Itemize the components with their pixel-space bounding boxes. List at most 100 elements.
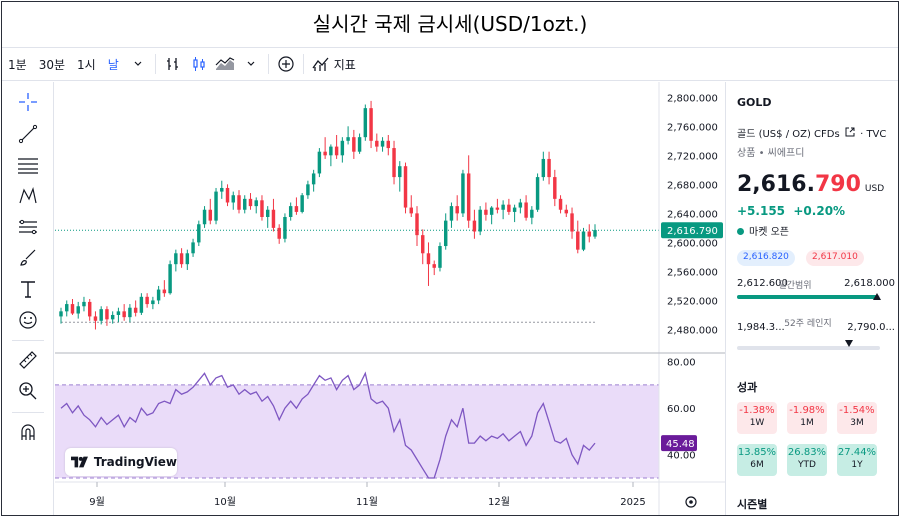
magnet-icon[interactable] bbox=[16, 420, 40, 444]
candle bbox=[156, 285, 161, 305]
candle bbox=[535, 173, 540, 212]
candle bbox=[403, 162, 408, 214]
time-tick-label: 10월 bbox=[214, 496, 236, 508]
pattern-icon[interactable] bbox=[16, 184, 40, 208]
candle bbox=[478, 206, 482, 236]
candle bbox=[455, 195, 459, 221]
chart-toolbar: 1분 30분 1시 날 지표 bbox=[2, 47, 898, 81]
candle bbox=[277, 224, 281, 244]
interval-30m[interactable]: 30분 bbox=[38, 57, 65, 72]
external-link-icon[interactable] bbox=[845, 127, 855, 137]
chevron-down-icon[interactable] bbox=[125, 48, 151, 80]
day-range-fill bbox=[737, 295, 878, 299]
candle bbox=[386, 134, 391, 156]
drawing-toolbar bbox=[2, 82, 54, 515]
indicators-icon[interactable] bbox=[308, 48, 334, 80]
change-pct: +0.20% bbox=[793, 204, 846, 218]
price-tick-label: 2,760.000 bbox=[667, 122, 718, 133]
candle bbox=[70, 299, 75, 315]
candle bbox=[323, 137, 327, 159]
candle bbox=[220, 180, 224, 199]
rsi-value-tag bbox=[661, 435, 697, 452]
price-integer: 2,616. bbox=[737, 172, 815, 197]
forecast-icon[interactable] bbox=[16, 215, 40, 239]
zoom-icon[interactable] bbox=[16, 379, 40, 403]
tradingview-logo[interactable]: TradingView bbox=[65, 448, 177, 476]
candle bbox=[311, 169, 316, 192]
candle bbox=[466, 155, 471, 228]
price-tick-label: 2,800.000 bbox=[667, 93, 718, 104]
candle bbox=[202, 206, 207, 228]
rsi-line bbox=[60, 371, 596, 479]
candle bbox=[421, 229, 425, 265]
area-chart-icon[interactable] bbox=[212, 48, 238, 80]
candle bbox=[380, 137, 385, 152]
indicators-button[interactable]: 지표 bbox=[333, 57, 356, 72]
candle bbox=[260, 195, 264, 221]
price-chart[interactable]: 2,800.000 2,760.000 2,720.000 2,680.000 2,64… bbox=[55, 82, 725, 515]
performance-cell-1y: 27.44% 1Y bbox=[837, 444, 877, 476]
candle bbox=[426, 242, 431, 286]
toolbar-divider bbox=[302, 54, 304, 74]
crosshair-icon[interactable] bbox=[16, 90, 40, 114]
interval-1d[interactable]: 날 bbox=[107, 57, 119, 72]
chart-area[interactable]: 2,800.000 2,760.000 2,720.000 2,680.000 2,64… bbox=[55, 82, 725, 515]
market-status: 마켓 오픈 bbox=[737, 223, 789, 238]
brush-icon[interactable] bbox=[16, 246, 40, 270]
compare-plus-icon[interactable] bbox=[273, 48, 299, 80]
candle bbox=[587, 224, 591, 243]
interval-1m[interactable]: 1분 bbox=[8, 57, 27, 72]
candle bbox=[541, 151, 546, 181]
candle bbox=[581, 227, 586, 252]
trend-line-icon[interactable] bbox=[16, 122, 40, 146]
week52-range-title: 52주 레인지 bbox=[784, 319, 832, 329]
candle bbox=[409, 195, 413, 217]
week52-range-labels: 1,984.3... 52주 레인지 2,790.0... bbox=[737, 318, 895, 348]
candle bbox=[208, 198, 213, 225]
interval-1h[interactable]: 1시 bbox=[77, 57, 96, 72]
bar-chart-icon[interactable] bbox=[160, 48, 186, 80]
candle bbox=[162, 280, 167, 297]
fib-icon[interactable] bbox=[16, 153, 40, 177]
candle bbox=[317, 148, 322, 178]
candle-chart-icon[interactable] bbox=[186, 48, 212, 80]
candle bbox=[495, 198, 500, 214]
week52-range-bar bbox=[737, 340, 880, 350]
symbol-description: 골드 (US$ / OZ) CFDs · TVC bbox=[737, 125, 886, 140]
candle bbox=[179, 248, 184, 268]
price-tick-label: 2,680.000 bbox=[667, 180, 718, 191]
performance-period: 1Y bbox=[851, 460, 863, 470]
bid-price: 2,616.820 bbox=[737, 250, 795, 266]
market-status-text: 마켓 오픈 bbox=[749, 227, 789, 238]
candle bbox=[363, 104, 368, 141]
candle bbox=[191, 238, 195, 257]
candle bbox=[76, 301, 80, 319]
candle bbox=[254, 197, 258, 214]
performance-period: 1M bbox=[800, 418, 814, 428]
day-range-marker-icon bbox=[873, 293, 882, 300]
chevron-down-icon[interactable] bbox=[238, 48, 264, 80]
candle bbox=[484, 202, 488, 221]
toolbar-divider bbox=[12, 340, 44, 341]
settings-gear-icon[interactable] bbox=[685, 496, 697, 508]
candle bbox=[564, 204, 569, 217]
candle bbox=[443, 213, 448, 250]
symbol-name[interactable]: GOLD bbox=[737, 96, 772, 109]
ask-price: 2,617.010 bbox=[806, 250, 864, 266]
candle bbox=[145, 293, 149, 308]
candle bbox=[518, 198, 523, 214]
candle bbox=[329, 144, 333, 167]
toolbar-divider bbox=[267, 54, 269, 74]
emoji-icon[interactable] bbox=[16, 308, 40, 332]
candle bbox=[507, 198, 511, 215]
candle bbox=[357, 133, 362, 154]
candle bbox=[185, 249, 190, 270]
candle bbox=[105, 306, 109, 326]
ruler-icon[interactable] bbox=[16, 348, 40, 372]
day-high: 2,618.000 bbox=[844, 278, 895, 289]
price-tick-label: 2,560.000 bbox=[667, 267, 718, 278]
text-icon[interactable] bbox=[16, 277, 40, 301]
time-tick-label: 11월 bbox=[356, 496, 378, 508]
candle bbox=[398, 161, 402, 192]
